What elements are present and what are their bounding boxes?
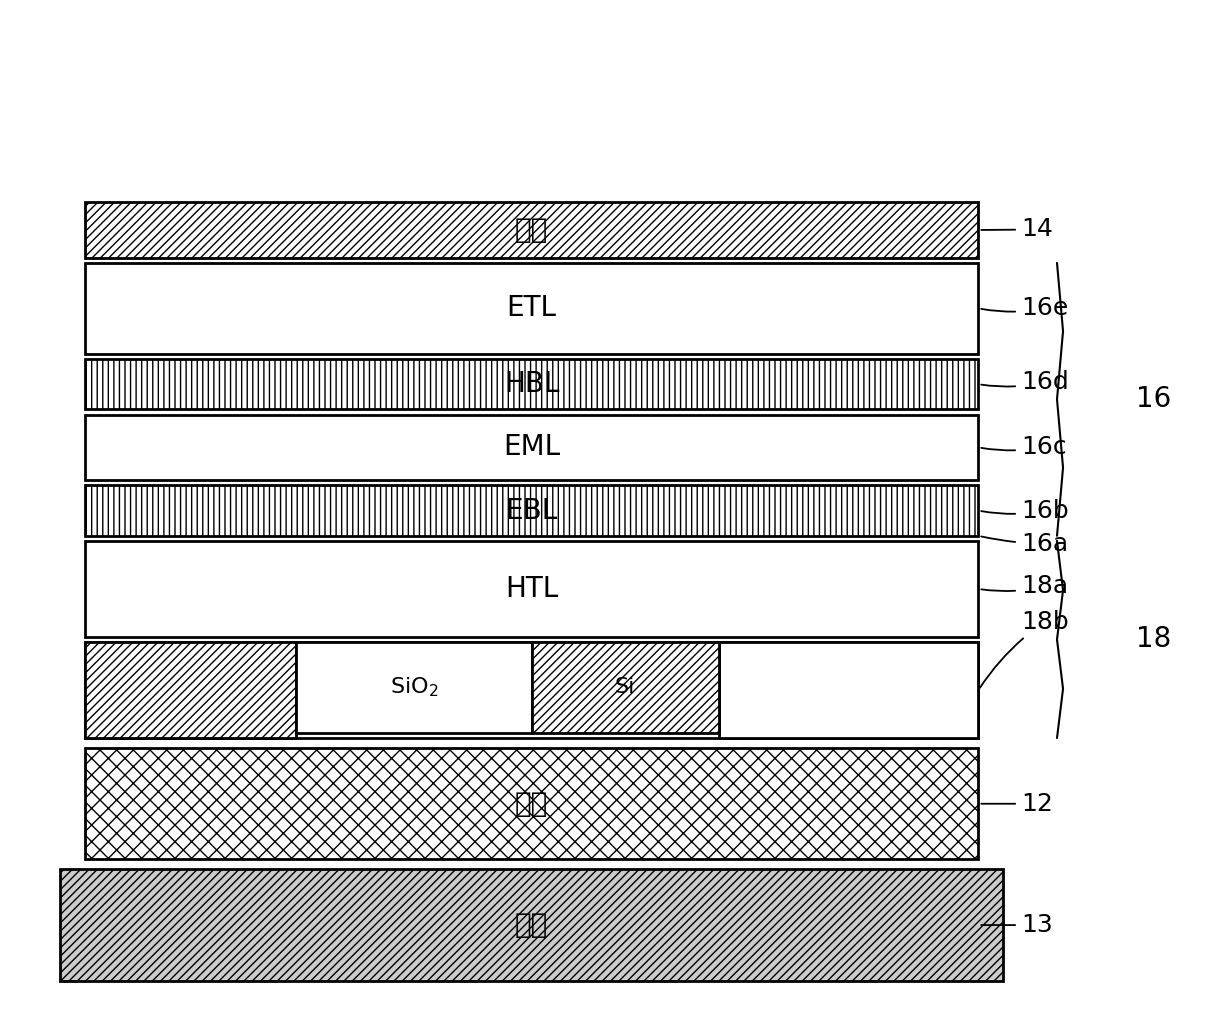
Text: 正极: 正极 bbox=[515, 216, 548, 244]
Bar bbox=[85, 642, 296, 738]
Bar bbox=[85, 748, 978, 859]
Text: 18b: 18b bbox=[980, 610, 1069, 687]
Text: Si: Si bbox=[615, 677, 635, 698]
Bar bbox=[85, 359, 978, 409]
Bar bbox=[85, 642, 978, 738]
Bar bbox=[296, 642, 532, 733]
Text: 14: 14 bbox=[981, 217, 1052, 242]
Text: 衬底: 衬底 bbox=[515, 911, 548, 939]
Text: 18a: 18a bbox=[981, 574, 1068, 599]
Bar bbox=[719, 642, 978, 738]
Text: 16a: 16a bbox=[981, 532, 1068, 556]
Text: 16b: 16b bbox=[981, 498, 1069, 523]
Text: 13: 13 bbox=[981, 913, 1052, 937]
Text: EBL: EBL bbox=[505, 496, 558, 525]
Bar bbox=[532, 642, 719, 733]
Text: HTL: HTL bbox=[505, 575, 558, 603]
Bar bbox=[60, 869, 1003, 981]
Text: ETL: ETL bbox=[506, 294, 557, 323]
Bar bbox=[85, 202, 978, 258]
Text: 18: 18 bbox=[1136, 626, 1171, 653]
Text: 16d: 16d bbox=[981, 370, 1069, 394]
Text: EML: EML bbox=[503, 434, 561, 461]
Text: 负极: 负极 bbox=[515, 790, 548, 818]
Text: 16e: 16e bbox=[981, 296, 1068, 320]
Text: 16c: 16c bbox=[981, 435, 1067, 459]
Text: SiO$_2$: SiO$_2$ bbox=[390, 675, 437, 700]
Bar bbox=[85, 263, 978, 354]
Bar bbox=[85, 415, 978, 480]
Text: HBL: HBL bbox=[504, 370, 559, 398]
Bar bbox=[85, 541, 978, 637]
Bar bbox=[85, 485, 978, 536]
Text: 12: 12 bbox=[981, 792, 1052, 816]
Text: 16: 16 bbox=[1136, 385, 1171, 413]
